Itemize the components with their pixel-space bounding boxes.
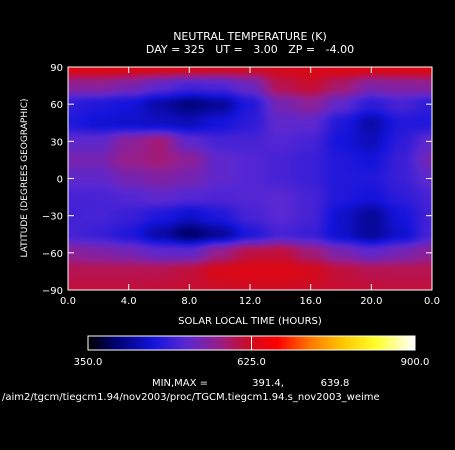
- footer-path: /aim2/tgcm/tiegcm1.94/nov2003/proc/TGCM.…: [2, 392, 380, 403]
- y-tick-label: 60: [50, 100, 63, 111]
- chart-title: NEUTRAL TEMPERATURE (K): [173, 30, 327, 43]
- minmax-label: MIN,MAX =: [152, 378, 208, 389]
- x-tick-label: 20.0: [360, 296, 382, 307]
- max-value: 639.8: [321, 378, 350, 389]
- heatmap-area: [67, 66, 433, 291]
- heatmap-canvas: [68, 67, 432, 290]
- x-axis-label: SOLAR LOCAL TIME (HOURS): [178, 316, 322, 327]
- y-tick-label: −60: [42, 249, 63, 260]
- y-tick-label: 90: [50, 63, 63, 74]
- colorbar-ticks: 350.0 625.0 900.0: [74, 336, 430, 368]
- x-tick-label: 0.0: [424, 296, 440, 307]
- x-tick-label: 0.0: [60, 296, 76, 307]
- y-tick-label: 30: [50, 137, 63, 148]
- colorbar-tick-label: 350.0: [74, 357, 103, 368]
- x-tick-label: 8.0: [181, 296, 197, 307]
- colorbar-tick-label: 625.0: [237, 357, 266, 368]
- colorbar-tick-label: 900.0: [401, 357, 430, 368]
- y-tick-label: 0: [57, 175, 63, 186]
- x-tick-label: 16.0: [300, 296, 322, 307]
- y-axis-label: LATITUDE (DEGREES GEOGRAPHIC): [20, 98, 30, 257]
- min-value: 391.4,: [252, 378, 284, 389]
- x-tick-label: 12.0: [239, 296, 261, 307]
- chart-subtitle: DAY = 325 UT = 3.00 ZP = -4.00: [146, 43, 354, 56]
- y-tick-label: −30: [42, 212, 63, 223]
- y-tick-label: −90: [42, 286, 63, 297]
- x-tick-label: 4.0: [121, 296, 137, 307]
